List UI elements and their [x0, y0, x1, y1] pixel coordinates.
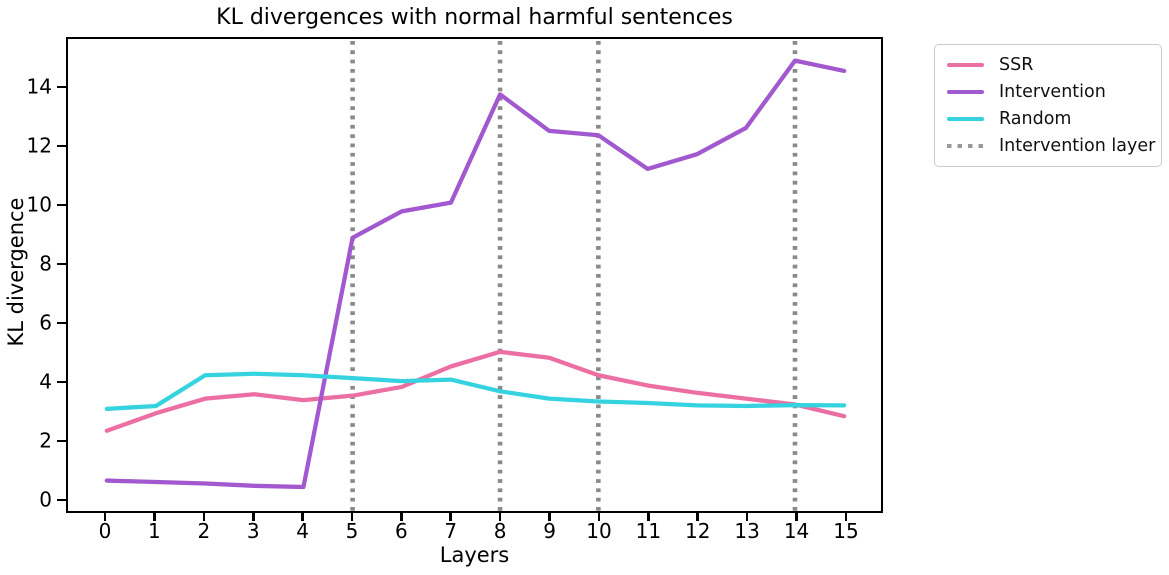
legend-label: Intervention layer	[999, 136, 1156, 156]
y-axis-label: KL divergence	[4, 197, 28, 347]
legend-label: Random	[999, 109, 1072, 129]
x-tick-label-1: 1	[148, 519, 161, 543]
x-tick-mark-12	[696, 513, 700, 521]
y-tick-mark-4	[57, 380, 66, 384]
x-tick-mark-14	[795, 513, 798, 521]
y-tick-mark-12	[57, 144, 66, 148]
x-tick-mark-5	[350, 513, 354, 521]
y-tick-mark-0	[57, 498, 66, 502]
line-random	[104, 371, 847, 411]
x-tick-label-8: 8	[493, 519, 507, 543]
line-intervention	[104, 58, 847, 490]
x-tick-label-15: 15	[833, 519, 859, 543]
y-tick-label-12: 12	[26, 133, 52, 158]
x-tick-label-0: 0	[98, 519, 112, 543]
legend-dotted-line-swatch	[947, 143, 984, 149]
legend-item-ssr: SSR	[947, 54, 1149, 76]
x-tick-label-10: 10	[586, 519, 612, 543]
x-tick-mark-4	[301, 513, 304, 521]
legend-item-intervention: Intervention	[947, 81, 1149, 103]
y-tick-label-14: 14	[26, 74, 52, 99]
y-tick-label-0: 0	[39, 487, 52, 512]
y-tick-mark-10	[57, 203, 66, 207]
y-tick-label-4: 4	[39, 369, 52, 394]
y-tick-label-6: 6	[39, 310, 52, 335]
x-tick-mark-13	[745, 513, 749, 521]
x-tick-label-12: 12	[685, 519, 711, 543]
x-tick-label-11: 11	[635, 519, 662, 543]
legend-label: SSR	[999, 55, 1034, 75]
x-tick-mark-6	[400, 513, 403, 521]
legend-label: Intervention	[999, 82, 1106, 102]
x-tick-label-6: 6	[395, 519, 408, 543]
legend-item-intervention-layer: Intervention layer	[947, 135, 1155, 157]
y-tick-mark-8	[57, 262, 66, 266]
x-tick-mark-15	[844, 513, 848, 521]
x-tick-mark-7	[449, 513, 453, 521]
x-tick-label-14: 14	[783, 519, 810, 543]
x-axis-label: Layers	[439, 543, 510, 567]
y-tick-label-2: 2	[39, 428, 52, 453]
legend: SSR Intervention Random Intervention layer	[934, 44, 1162, 167]
x-tick-mark-3	[251, 513, 255, 521]
y-tick-mark-2	[57, 439, 66, 443]
x-tick-mark-0	[103, 513, 107, 521]
y-tick-mark-6	[57, 321, 66, 325]
legend-line-swatch	[947, 63, 984, 67]
legend-line-swatch	[947, 90, 984, 94]
y-tick-mark-14	[57, 85, 66, 89]
x-tick-label-9: 9	[543, 519, 556, 543]
x-tick-mark-9	[548, 513, 551, 521]
line-ssr	[104, 349, 847, 433]
x-tick-label-5: 5	[345, 519, 359, 543]
x-tick-mark-1	[153, 513, 156, 521]
y-tick-label-8: 8	[39, 251, 52, 276]
legend-line-swatch	[947, 117, 984, 121]
x-tick-mark-8	[498, 513, 502, 521]
x-tick-mark-2	[202, 513, 206, 521]
chart-title: KL divergences with normal harmful sente…	[216, 5, 733, 30]
legend-item-random: Random	[947, 108, 1149, 130]
x-tick-label-2: 2	[197, 519, 211, 543]
plot-area	[66, 37, 883, 513]
x-tick-mark-11	[647, 513, 650, 521]
plot-canvas	[104, 40, 847, 511]
x-tick-label-3: 3	[246, 519, 260, 543]
x-tick-label-4: 4	[296, 519, 309, 543]
x-tick-label-13: 13	[734, 519, 760, 543]
y-tick-label-10: 10	[26, 192, 52, 217]
x-tick-label-7: 7	[444, 519, 458, 543]
x-tick-mark-10	[597, 513, 601, 521]
